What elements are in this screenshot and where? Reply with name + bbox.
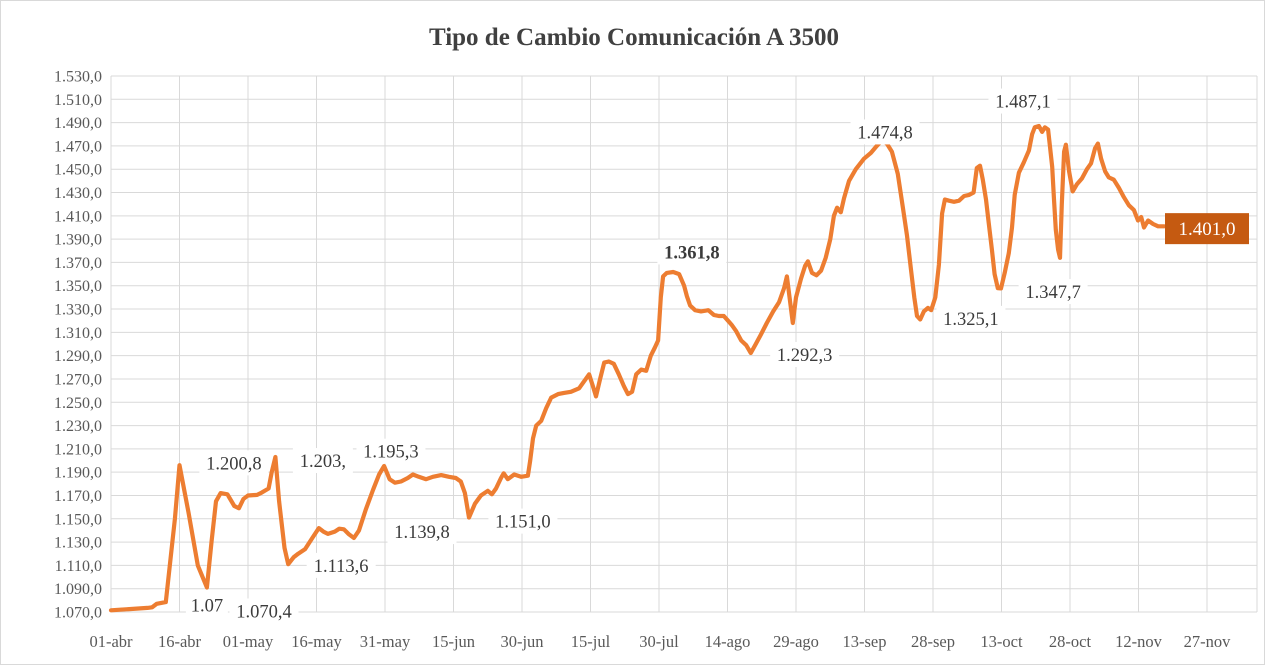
y-axis-tick-label: 1.230,0 — [54, 418, 102, 435]
x-axis-tick-label: 14-ago — [705, 632, 751, 651]
data-label: 1.487,1 — [995, 93, 1051, 113]
y-axis-tick-label: 1.110,0 — [55, 558, 102, 575]
end-value-label-bg — [1165, 213, 1249, 245]
y-axis-tick-label: 1.170,0 — [54, 488, 102, 505]
y-axis-tick-label: 1.430,0 — [54, 185, 102, 202]
data-label: 1.200,8 — [206, 454, 262, 474]
data-label: 1.139,8 — [394, 523, 450, 543]
series-line-a3500 — [108, 123, 1167, 613]
x-axis-tick-label: 01-abr — [89, 632, 133, 651]
data-label: 1.361,8 — [664, 243, 720, 263]
data-label: 1.325,1 — [943, 310, 999, 330]
y-axis-tick-label: 1.310,0 — [54, 325, 102, 342]
x-axis-tick-label: 30-jun — [500, 632, 543, 651]
axis-layer: 1.070,0 1.090,0 1.110,0 1.130,0 1.150,0 1.170… — [54, 69, 1231, 652]
series-layer — [108, 123, 1167, 613]
y-axis-tick-label: 1.090,0 — [54, 581, 102, 598]
x-axis-tick-label: 28-sep — [911, 632, 955, 651]
data-label-bg — [1018, 279, 1088, 305]
y-axis-tick-label: 1.370,0 — [54, 255, 102, 272]
x-axis-tick-label: 01-may — [223, 632, 274, 651]
data-label: 1.070,4 — [236, 602, 292, 622]
y-axis-tick-label: 1.250,0 — [54, 395, 102, 412]
chart-title: Tipo de Cambio Comunicación A 3500 — [429, 24, 839, 51]
x-axis-tick-label: 31-may — [360, 632, 411, 651]
data-label-bg — [356, 438, 426, 464]
data-label-bg — [657, 239, 727, 265]
x-axis-tick-label: 16-may — [291, 632, 342, 651]
x-axis-tick-label: 15-jun — [432, 632, 475, 651]
data-label-bg — [936, 305, 1006, 331]
y-axis-tick-label: 1.350,0 — [54, 278, 102, 295]
data-label: 1.113,6 — [314, 557, 369, 577]
y-axis-tick-label: 1.290,0 — [54, 348, 102, 365]
y-axis-tick-label: 1.490,0 — [54, 115, 102, 132]
x-axis-tick-label: 13-sep — [843, 632, 887, 651]
data-label: 1.07 — [191, 597, 223, 617]
data-label-bg — [488, 508, 558, 534]
x-axis-tick-label: 15-jul — [571, 632, 611, 651]
data-label-bg — [292, 448, 353, 474]
x-axis-tick-label: 16-abr — [158, 632, 202, 651]
data-label: 1.195,3 — [363, 443, 419, 463]
y-axis-tick-label: 1.530,0 — [54, 69, 102, 86]
data-label-bg — [988, 88, 1058, 114]
y-axis-tick-label: 1.330,0 — [54, 302, 102, 319]
y-axis-tick-label: 1.070,0 — [54, 605, 102, 622]
data-label-bg — [770, 341, 840, 367]
data-label-bg — [306, 552, 376, 578]
y-axis-tick-label: 1.150,0 — [54, 511, 102, 528]
data-label: 1.474,8 — [857, 123, 913, 143]
x-axis-tick-label: 29-ago — [773, 632, 819, 651]
y-axis-tick-label: 1.470,0 — [54, 138, 102, 155]
data-label: 1.151,0 — [495, 513, 551, 533]
x-axis-tick-label: 13-oct — [980, 632, 1023, 651]
y-axis-tick-label: 1.510,0 — [54, 92, 102, 109]
data-label-layer: 1.07 1.070,4 1.200,8 1.203, 1.195,3 1.113,6 1.… — [185, 88, 1249, 624]
grid-layer — [110, 75, 1258, 613]
data-label: 1.292,3 — [777, 346, 833, 366]
x-axis-tick-label: 27-nov — [1184, 632, 1231, 651]
data-label-bg — [185, 592, 228, 618]
y-axis-tick-label: 1.210,0 — [54, 441, 102, 458]
data-label-bg — [850, 119, 920, 145]
y-axis-tick-label: 1.270,0 — [54, 371, 102, 388]
data-label: 1.347,7 — [1025, 283, 1081, 303]
y-axis-tick-label: 1.130,0 — [54, 535, 102, 552]
data-label: 1.203, — [300, 452, 346, 472]
y-axis-tick-label: 1.390,0 — [54, 232, 102, 249]
data-label-bg — [199, 450, 269, 476]
x-axis-tick-label: 28-oct — [1049, 632, 1092, 651]
y-axis-tick-label: 1.450,0 — [54, 162, 102, 179]
end-value-label: 1.401,0 — [1179, 219, 1236, 240]
y-axis-tick-label: 1.410,0 — [54, 208, 102, 225]
data-label-bg — [229, 598, 299, 624]
data-label-bg — [387, 519, 457, 545]
y-axis-tick-label: 1.190,0 — [54, 465, 102, 482]
x-axis-tick-label: 30-jul — [639, 632, 679, 651]
x-axis-tick-label: 12-nov — [1115, 632, 1162, 651]
